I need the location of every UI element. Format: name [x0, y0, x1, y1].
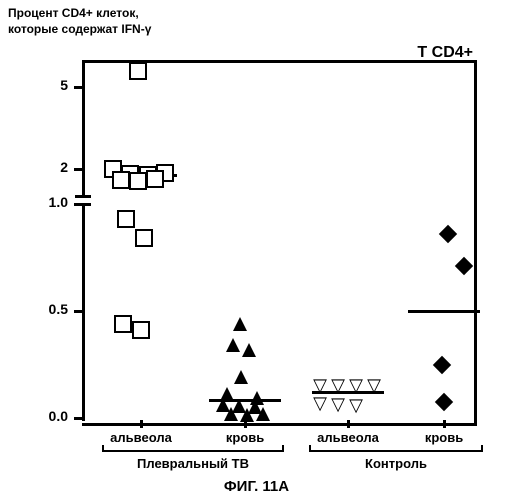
group-bracket [103, 450, 283, 452]
figure-11a: Процент CD4+ клеток, которые содержат IF… [0, 0, 513, 500]
x-tick [443, 420, 446, 428]
data-point: ▽ [331, 376, 345, 394]
y-tick [74, 417, 82, 420]
data-point: ▽ [313, 376, 327, 394]
y-tick-label: 2 [0, 159, 68, 175]
data-point [256, 407, 270, 421]
data-point: ▽ [367, 376, 381, 394]
y-tick-label: 1.0 [0, 194, 68, 210]
y-tick-label: 5 [0, 77, 68, 93]
median-line [408, 310, 480, 313]
y-tick-label: 0.0 [0, 408, 68, 424]
y-tick [74, 86, 82, 89]
data-point [114, 315, 132, 333]
data-point [129, 172, 147, 190]
data-point: ▽ [349, 396, 363, 414]
group-bracket-end [282, 445, 284, 452]
data-point [117, 210, 135, 228]
data-point [129, 62, 147, 80]
data-point: ▽ [331, 395, 345, 413]
x-category-label: кровь [200, 430, 290, 445]
y-axis-lower-segment [82, 204, 85, 421]
x-tick [140, 420, 143, 428]
data-point [146, 170, 164, 188]
data-point [112, 171, 130, 189]
y-tick-label: 0.5 [0, 301, 68, 317]
group-label: Плевральный ТВ [103, 456, 283, 471]
data-point [233, 317, 247, 331]
x-tick [347, 420, 350, 428]
group-bracket-end [102, 445, 104, 452]
y-axis-title-line1: Процент CD4+ клеток, [8, 6, 139, 20]
data-point [135, 229, 153, 247]
group-bracket [310, 450, 482, 452]
x-category-label: кровь [399, 430, 489, 445]
figure-caption: ФИГ. 11A [0, 478, 513, 495]
y-axis-upper-segment [82, 60, 85, 196]
data-point [240, 408, 254, 422]
data-point [234, 370, 248, 384]
data-point [132, 321, 150, 339]
data-point: ▽ [349, 376, 363, 394]
axis-break-mark [75, 195, 91, 198]
y-axis-title-line2: которые содержат IFN-γ [8, 22, 151, 36]
data-point [226, 338, 240, 352]
data-point [242, 343, 256, 357]
group-bracket-end [481, 445, 483, 452]
y-tick [74, 168, 82, 171]
group-label: Контроль [310, 456, 482, 471]
group-bracket-end [309, 445, 311, 452]
y-tick [74, 310, 82, 313]
data-point: ▽ [313, 394, 327, 412]
data-point [224, 407, 238, 421]
y-tick [74, 203, 82, 206]
x-category-label: альвеола [303, 430, 393, 445]
x-category-label: альвеола [96, 430, 186, 445]
